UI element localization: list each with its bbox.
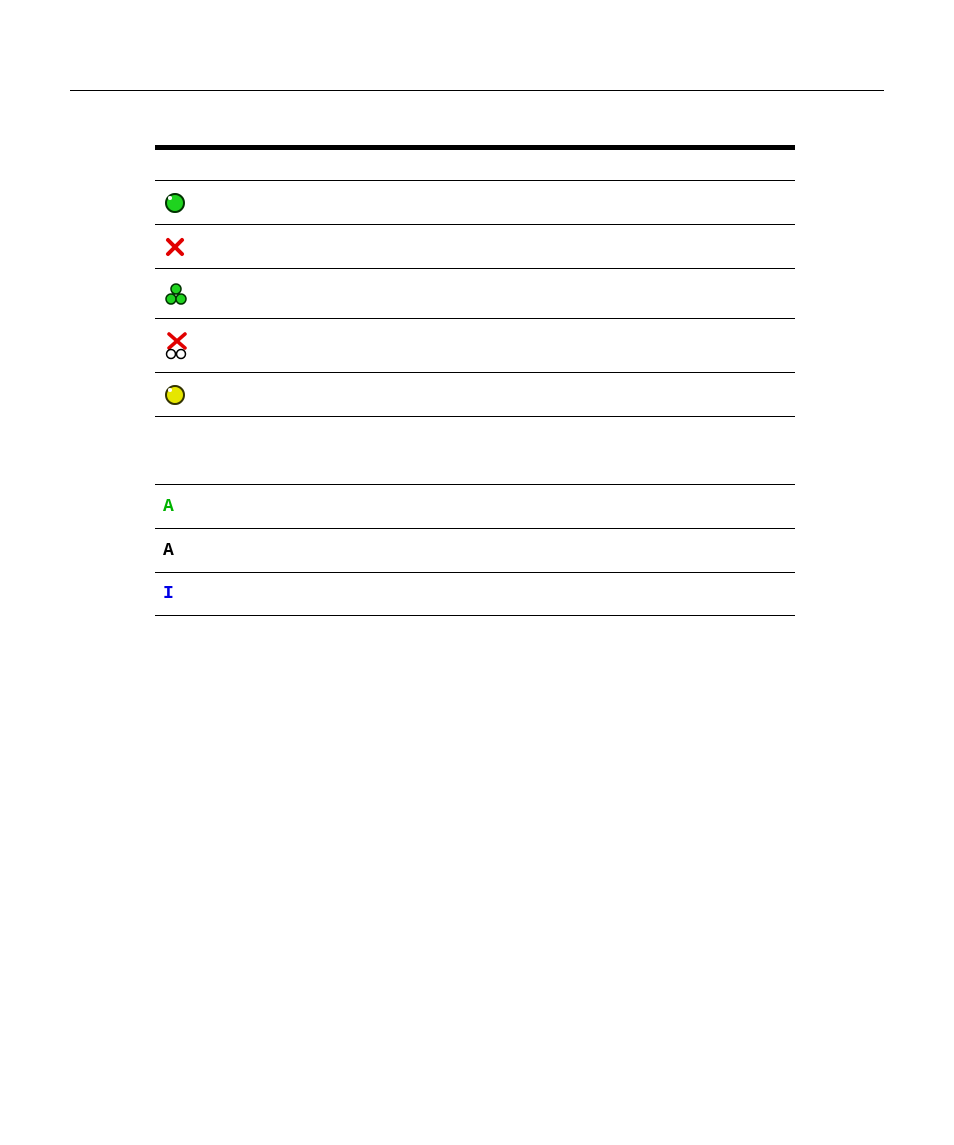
table-row — [155, 318, 795, 372]
letter-glyph: A — [163, 498, 174, 516]
table-row — [155, 372, 795, 416]
table-row — [155, 180, 795, 224]
letter-glyph: I — [163, 585, 174, 603]
green-circle-icon — [163, 191, 203, 215]
letter-a-black-icon: A — [163, 542, 203, 560]
cluster-x-icon — [163, 331, 203, 361]
circle-glare — [168, 196, 172, 200]
cluster-right — [176, 294, 186, 304]
cluster-x-left — [167, 349, 176, 358]
table-row: I — [155, 572, 795, 616]
table-row — [155, 224, 795, 268]
cluster-x-right — [177, 349, 186, 358]
table-row — [155, 268, 795, 318]
circle-glare — [168, 388, 172, 392]
letter-glyph: A — [163, 542, 174, 560]
yellow-circle-icon — [163, 383, 203, 407]
cluster-top — [171, 284, 181, 294]
letter-a-green-icon: A — [163, 498, 203, 516]
red-x-icon — [163, 235, 203, 259]
table-header-row — [155, 150, 795, 180]
icon-legend-table: A A I — [155, 145, 795, 616]
page-header-rule — [70, 90, 884, 91]
green-cluster-icon — [163, 281, 203, 307]
cluster-left — [166, 294, 176, 304]
letter-i-blue-icon: I — [163, 585, 203, 603]
table-row: A — [155, 528, 795, 572]
table-row: A — [155, 484, 795, 528]
table-gap-row — [155, 416, 795, 484]
